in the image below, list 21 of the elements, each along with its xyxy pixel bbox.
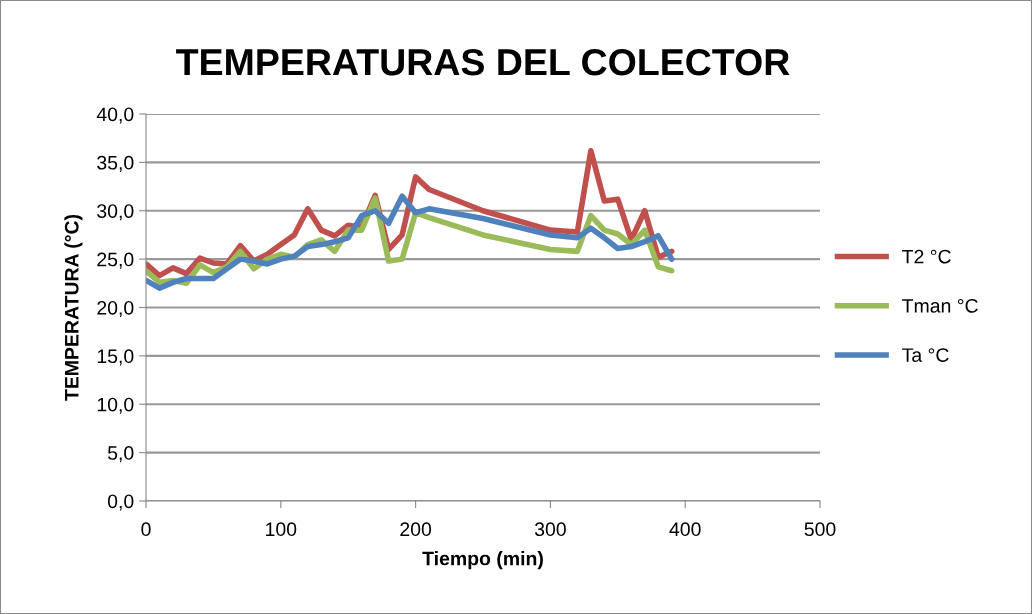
y-tick-label: 35,0: [97, 155, 134, 172]
y-tick-label: 15,0: [97, 349, 134, 366]
x-tick-label: 100: [266, 522, 297, 537]
y-tick-label: 25,0: [97, 252, 134, 269]
x-tick-label: 0: [141, 522, 151, 537]
legend-label: Ta °C: [902, 348, 949, 362]
x-tick-label: 500: [804, 522, 836, 537]
y-tick-label: 5,0: [107, 446, 134, 463]
y-tick-label: 20,0: [97, 300, 134, 318]
y-tick-label: 10,0: [97, 397, 134, 414]
y-tick-label: 40,0: [96, 107, 134, 124]
x-tick-label: 200: [400, 522, 432, 537]
y-tick-label: 30,0: [97, 204, 134, 221]
legend-label: Tman °C: [902, 298, 978, 313]
x-axis-title: Tiempo (min): [422, 551, 543, 570]
x-tick-label: 300: [534, 522, 566, 537]
y-tick-label: 0,0: [107, 494, 134, 511]
x-tick-label: 400: [669, 522, 701, 537]
chart-title: TEMPERATURAS DEL COLECTOR: [176, 48, 790, 76]
legend-label: T2 °C: [902, 249, 951, 264]
y-axis-title: TEMPERATURA (°C): [64, 214, 83, 401]
